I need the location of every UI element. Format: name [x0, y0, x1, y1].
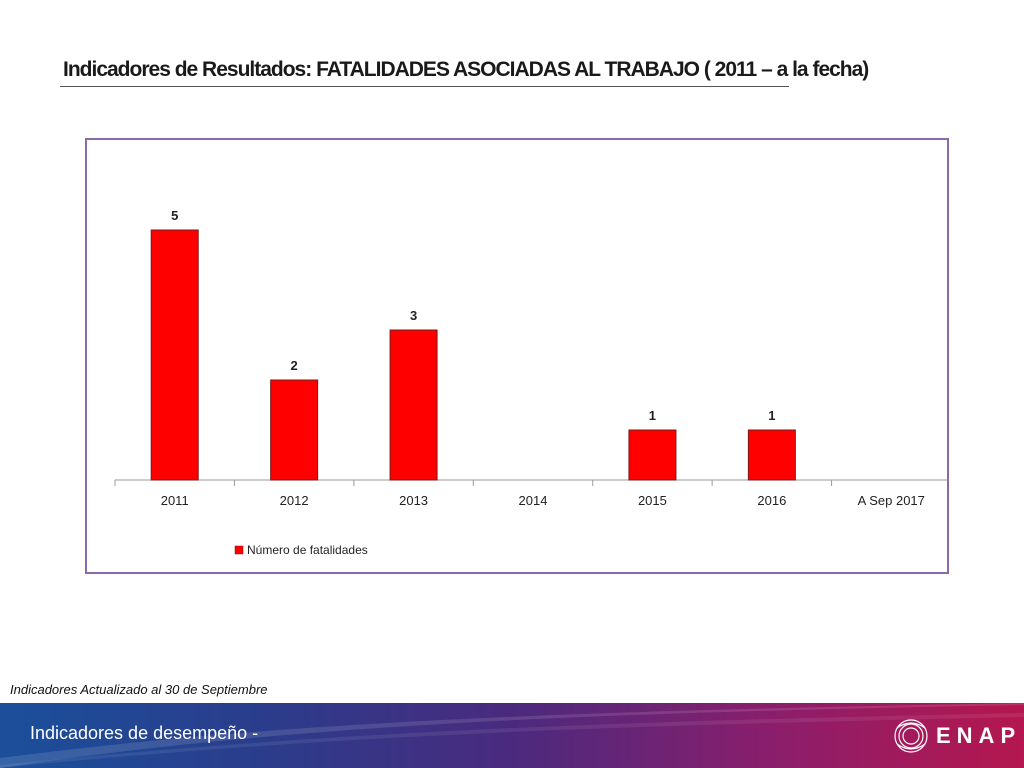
bar-2012 [270, 379, 319, 481]
data-label: 2 [291, 358, 298, 373]
footer-swoosh-decoration [0, 703, 1024, 768]
x-tick-label: A Sep 2017 [858, 493, 925, 508]
x-tick-label: 2011 [161, 493, 189, 508]
x-tick-label: 2013 [399, 493, 428, 508]
x-tick-label: 2014 [519, 493, 548, 508]
footer-label: Indicadores de desempeño - [30, 723, 259, 743]
bar-2016 [747, 429, 796, 481]
data-label: 3 [410, 308, 417, 323]
bar-2011 [150, 229, 199, 481]
enap-logo-emblem-icon [894, 719, 928, 753]
enap-logo: ENAP [892, 713, 1021, 759]
data-label: 1 [768, 408, 775, 423]
bar-2013 [389, 329, 438, 481]
footer-bar: Indicadores de desempeño - ENAP [0, 703, 1024, 768]
x-tick-label: 2016 [757, 493, 786, 508]
legend-swatch [234, 545, 244, 555]
page-title: Indicadores de Resultados: FATALIDADES A… [63, 58, 869, 81]
x-tick-label: 2012 [280, 493, 309, 508]
bar-2015 [628, 429, 677, 481]
data-label: 5 [171, 208, 178, 223]
chart-frame: 5 2011 2 2012 3 2013 2014 1 2015 1 2016 A Sep 2017 N… [85, 138, 949, 574]
logo-wordmark: ENAP [936, 723, 1022, 748]
data-label: 1 [649, 408, 656, 423]
bar-chart: 5 2011 2 2012 3 2013 2014 1 2015 1 2016 A Sep 2017 N… [114, 208, 947, 557]
title-divider [60, 86, 789, 87]
update-footnote: Indicadores Actualizado al 30 de Septiem… [10, 682, 268, 697]
x-tick-label: 2015 [638, 493, 667, 508]
legend-label: Número de fatalidades [247, 543, 368, 557]
